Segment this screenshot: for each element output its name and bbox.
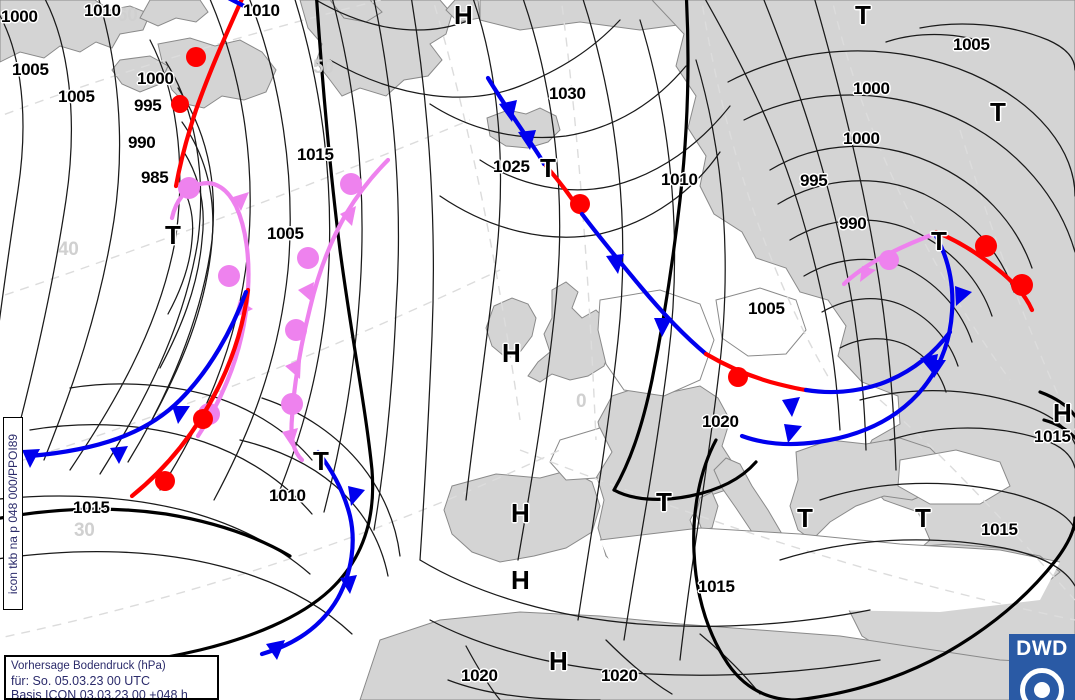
sea-overlays <box>550 288 1060 612</box>
front-occluded-midatlantic <box>281 157 391 463</box>
run-id-text: icon tkb na p 048 000/PPOI89 <box>6 433 20 594</box>
front-cold-iceland <box>485 75 547 167</box>
front-northsea-warm <box>703 351 809 393</box>
product-valid-time: für: So. 05.03.23 00 UTC <box>11 673 150 688</box>
front-occluded-east <box>841 231 937 287</box>
front-cold-greenland <box>227 0 249 10</box>
dwd-emblem-icon <box>1020 668 1064 700</box>
front-warm-iceland <box>543 163 590 217</box>
front-cold-east <box>739 233 972 447</box>
front-cold-biscay <box>259 449 365 660</box>
front-warm-greenland <box>171 0 244 189</box>
product-title: Vorhersage Bodendruck (hPa) <box>11 660 166 672</box>
dwd-logo: DWD <box>1009 634 1075 700</box>
run-id-strip: icon tkb na p 048 000/PPOI89 <box>3 417 23 610</box>
front-warm-east <box>933 229 1035 313</box>
front-warm-atlantic <box>129 287 251 499</box>
product-basis-time: Basis ICON 03.03.23 00 +048 h <box>11 688 188 700</box>
dwd-wordmark: DWD <box>1016 637 1068 660</box>
product-info-box: Vorhersage Bodendruck (hPa) für: So. 05.… <box>4 655 219 700</box>
front-cold-atlantic <box>22 289 249 468</box>
front-northsea-trailing <box>579 211 709 357</box>
